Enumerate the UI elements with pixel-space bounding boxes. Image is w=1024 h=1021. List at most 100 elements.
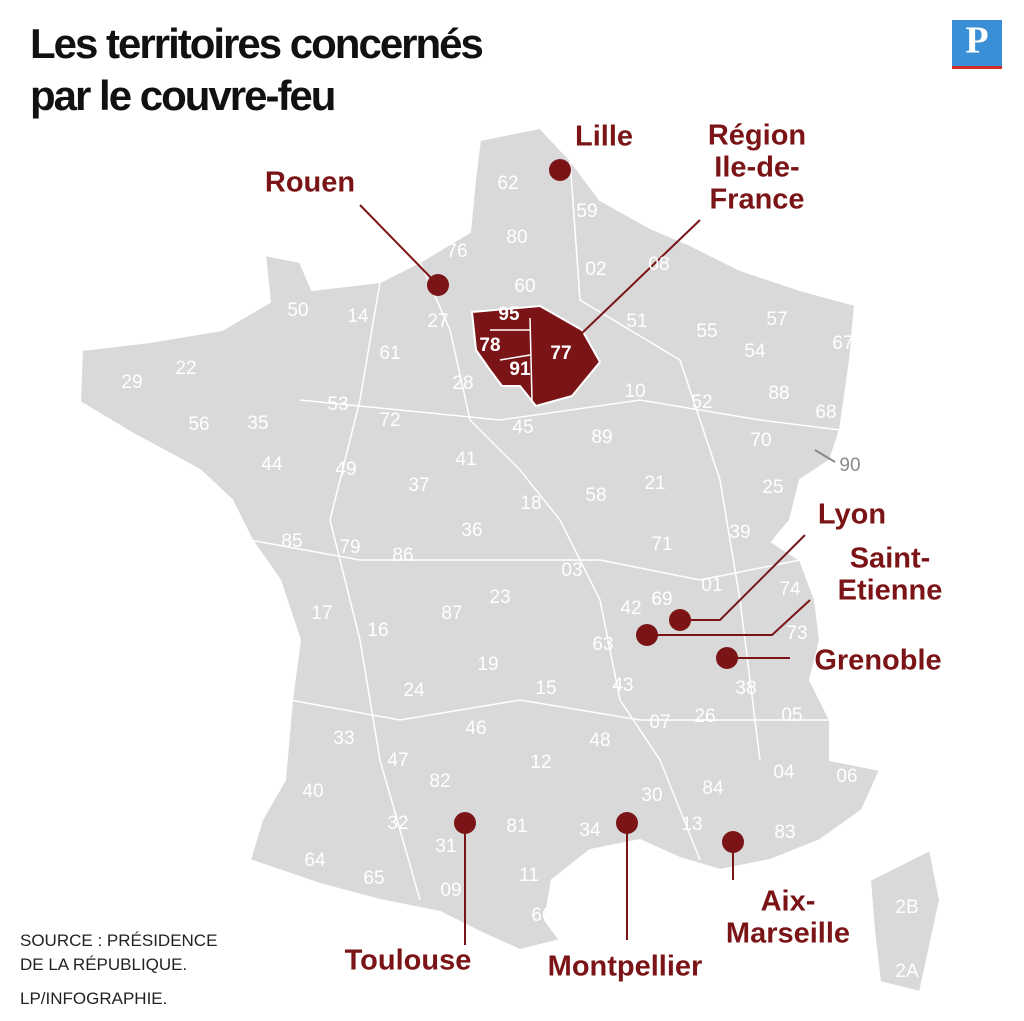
department-number: 62 xyxy=(497,173,518,194)
border xyxy=(289,699,830,721)
department-number: 38 xyxy=(735,678,756,699)
department-number: 77 xyxy=(550,343,571,364)
department-number: 28 xyxy=(452,373,473,394)
department-number: 10 xyxy=(624,381,645,402)
department-number: 47 xyxy=(387,750,408,771)
border xyxy=(249,539,801,581)
department-number: 41 xyxy=(455,449,476,470)
credit: LP/INFOGRAPHIE. xyxy=(20,989,167,1008)
department-number: 12 xyxy=(530,752,551,773)
department-number: 60 xyxy=(514,276,535,297)
corsica-outline xyxy=(868,848,942,994)
department-number: 36 xyxy=(461,520,482,541)
border xyxy=(299,399,841,431)
city-dot xyxy=(616,812,638,834)
department-number: 16 xyxy=(367,620,388,641)
department-number: 23 xyxy=(489,587,510,608)
department-number: 58 xyxy=(585,485,606,506)
department-number: 37 xyxy=(408,475,429,496)
city-label: Montpellier xyxy=(548,951,703,983)
department-number: 44 xyxy=(261,454,283,475)
department-number: 88 xyxy=(768,383,789,404)
department-number: 72 xyxy=(379,410,400,431)
city-label: Rouen xyxy=(265,167,355,199)
department-number: 08 xyxy=(648,254,669,275)
source-line: DE LA RÉPUBLIQUE. xyxy=(20,955,187,974)
department-number: 13 xyxy=(681,814,702,835)
city-dot xyxy=(427,274,449,296)
department-number: 82 xyxy=(429,771,450,792)
border xyxy=(569,159,761,761)
department-number: 50 xyxy=(287,300,308,321)
france-outline xyxy=(78,126,882,952)
department-number: 85 xyxy=(281,531,302,552)
logo-box xyxy=(952,20,1002,66)
department-number: 54 xyxy=(744,341,766,362)
department-number: 59 xyxy=(576,201,597,222)
logo-letter: P xyxy=(965,20,988,62)
department-number: 43 xyxy=(612,675,633,696)
city-label: Marseille xyxy=(726,918,850,950)
city-label: Etienne xyxy=(838,575,943,607)
department-number: 11 xyxy=(519,865,539,886)
department-number: 01 xyxy=(701,575,722,596)
department-number: 76 xyxy=(446,241,467,262)
department-number: 22 xyxy=(175,358,196,379)
city-label: Lille xyxy=(575,121,633,153)
city-dot xyxy=(636,624,658,646)
department-number: 48 xyxy=(589,730,610,751)
department-number: 25 xyxy=(762,477,783,498)
leader xyxy=(579,219,701,336)
city-dot xyxy=(669,609,691,631)
department-number: 04 xyxy=(773,762,795,783)
city-label: Aix- xyxy=(761,886,816,918)
city-label: Grenoble xyxy=(814,645,941,677)
department-number: 21 xyxy=(644,473,665,494)
department-number: 78 xyxy=(479,335,500,356)
department-number: 79 xyxy=(339,537,360,558)
department-number: 05 xyxy=(781,705,802,726)
department-number: 45 xyxy=(512,417,533,438)
department-number: 26 xyxy=(694,706,715,727)
department-number: 66 xyxy=(531,905,552,926)
department-borders xyxy=(249,159,841,901)
city-dot xyxy=(722,831,744,853)
department-number: 02 xyxy=(585,259,606,280)
idf-borders xyxy=(490,317,533,401)
department-number: 2A xyxy=(895,961,919,982)
department-number: 2B xyxy=(895,897,918,918)
department-number: 49 xyxy=(335,459,356,480)
city-dot xyxy=(549,159,571,181)
department-number: 57 xyxy=(766,309,787,330)
department-number: 73 xyxy=(786,623,807,644)
city-label: Lyon xyxy=(818,499,886,531)
logo-stripe xyxy=(952,66,1002,69)
title-line: par le couvre-feu xyxy=(30,72,334,119)
border xyxy=(329,281,421,901)
leader xyxy=(680,534,806,621)
department-number: 56 xyxy=(188,414,209,435)
department-number: 65 xyxy=(363,868,384,889)
department-number: 51 xyxy=(626,311,647,332)
department-number: 46 xyxy=(465,718,486,739)
department-number: 35 xyxy=(247,413,268,434)
department-number: 89 xyxy=(591,427,612,448)
title-line: Les territoires concernés xyxy=(30,20,483,67)
city-dots xyxy=(427,159,744,853)
department-number: 87 xyxy=(441,603,462,624)
department-number: 40 xyxy=(302,781,323,802)
department-number: 34 xyxy=(579,820,601,841)
ile-de-france xyxy=(470,304,602,408)
department-number: 91 xyxy=(509,359,531,380)
department-number: 27 xyxy=(427,311,448,332)
department-number: 68 xyxy=(815,402,836,423)
city-label: Toulouse xyxy=(345,945,472,977)
department-number: 31 xyxy=(435,836,456,857)
department-number: 07 xyxy=(649,712,670,733)
department-number: 24 xyxy=(403,680,425,701)
leader-lines xyxy=(359,204,836,945)
department-number: 17 xyxy=(311,603,332,624)
department-number: 70 xyxy=(750,430,771,451)
department-number: 52 xyxy=(691,392,712,413)
city-dot xyxy=(454,812,476,834)
